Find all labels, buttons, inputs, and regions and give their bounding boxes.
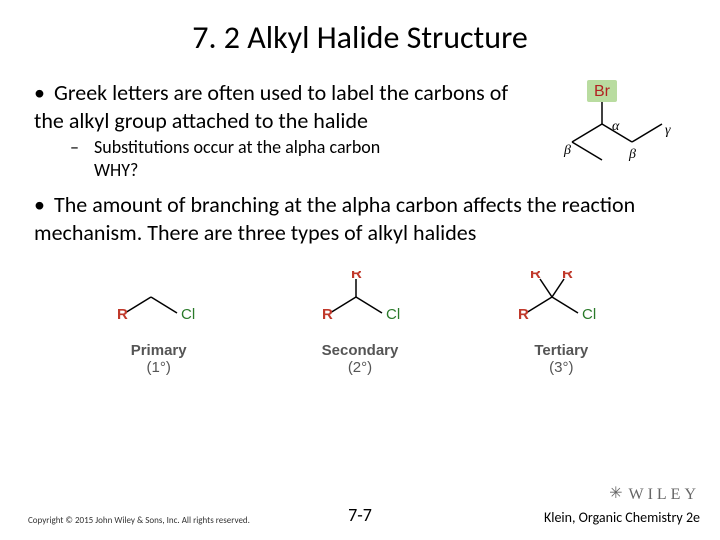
wiley-text: WILEY — [628, 486, 700, 503]
secondary-deg: (2°) — [259, 359, 460, 376]
type-primary: R Cl Primary (1°) — [58, 271, 259, 376]
slide-title: 7. 2 Alkyl Halide Structure — [28, 18, 692, 57]
wiley-logo: ✳WILEY — [609, 484, 700, 504]
book-reference: Klein, Organic Chemistry 2e — [544, 509, 700, 526]
bullet-dot: • — [34, 79, 54, 107]
bullet-2: •The amount of branching at the alpha ca… — [34, 191, 692, 247]
cl-label-p: Cl — [181, 306, 195, 323]
tertiary-label: Tertiary — [461, 342, 662, 359]
r-label-p: R — [117, 306, 128, 323]
spacer — [70, 159, 94, 182]
sub-bullet-1b: WHY? — [94, 159, 138, 181]
bullet-1-text: Greek letters are often used to label th… — [34, 79, 508, 134]
r-label-s1: R — [322, 306, 333, 323]
alpha-label: α — [612, 119, 620, 134]
br-label: Br — [594, 83, 611, 100]
sub-bullet-1a: Substitutions occur at the alpha carbon — [94, 136, 380, 158]
copyright-text: Copyright © 2015 John Wiley & Sons, Inc.… — [28, 515, 250, 526]
cl-label-s: Cl — [386, 306, 400, 323]
r-label-s2: R — [351, 271, 362, 282]
secondary-label: Secondary — [259, 342, 460, 359]
beta-label-1: β — [563, 143, 571, 158]
gamma-label: γ — [665, 123, 671, 138]
bullet-dot-2: • — [34, 191, 54, 219]
r-label-t1: R — [518, 306, 529, 323]
primary-deg: (1°) — [58, 359, 259, 376]
type-tertiary: R R R Cl Tertiary (3°) — [461, 271, 662, 376]
primary-label: Primary — [58, 342, 259, 359]
bullet-2-text: The amount of branching at the alpha car… — [34, 191, 635, 246]
greek-diagram: Br α β β γ — [547, 80, 682, 176]
cl-label-t: Cl — [582, 306, 596, 323]
types-row: R Cl Primary (1°) R R Cl Secondary (2°) — [28, 271, 692, 376]
beta-label-2: β — [628, 147, 636, 162]
type-secondary: R R Cl Secondary (2°) — [259, 271, 460, 376]
r-label-t2: R — [530, 271, 541, 282]
wiley-sun-icon: ✳ — [609, 483, 626, 503]
r-label-t3: R — [562, 271, 573, 282]
sub-dash: – — [70, 136, 94, 159]
tertiary-deg: (3°) — [461, 359, 662, 376]
footer-bar: Copyright © 2015 John Wiley & Sons, Inc.… — [0, 509, 720, 526]
